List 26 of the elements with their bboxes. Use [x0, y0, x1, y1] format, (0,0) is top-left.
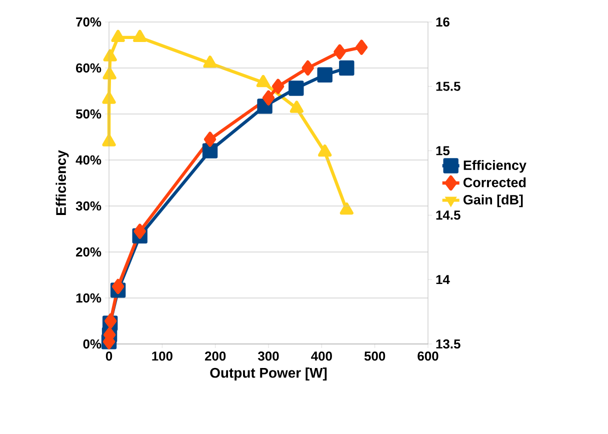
x-tick-label: 400 [311, 352, 332, 361]
y2-tick-label: 15 [436, 146, 450, 156]
y2-tick-label: 13.5 [436, 339, 460, 349]
y-tick-label: 40% [76, 155, 102, 165]
y-axis-title: Efficiency [56, 150, 69, 215]
x-tick-label: 0 [106, 352, 112, 361]
y2-tick-label: 15.5 [436, 82, 460, 91]
legend-label: Gain [dB] [464, 194, 523, 208]
y-tick-label: 0% [83, 339, 102, 349]
x-tick-label: 600 [418, 352, 438, 361]
y-tick-label: 60% [76, 63, 102, 73]
y-tick-label: 30% [76, 201, 102, 211]
x-tick-label: 500 [364, 352, 386, 361]
x-tick-label: 200 [204, 352, 226, 361]
x-tick-label: 100 [152, 352, 172, 361]
y-tick-label: 50% [76, 109, 102, 119]
y2-tick-label: 14 [436, 275, 450, 284]
y-tick-label: 10% [76, 293, 102, 303]
legend-label: Corrected [464, 177, 526, 188]
y2-tick-label: 14.5 [436, 210, 460, 220]
x-axis-title: Output Power [W] [210, 368, 327, 381]
legend-label: Efficiency [464, 160, 526, 173]
y-tick-label: 70% [76, 17, 102, 27]
x-tick-label: 300 [258, 352, 279, 361]
y2-tick-label: 16 [436, 17, 450, 27]
y-tick-label: 20% [76, 247, 102, 257]
